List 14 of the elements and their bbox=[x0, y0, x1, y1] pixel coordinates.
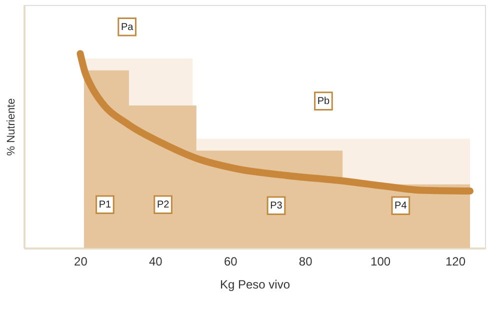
x-tick-label: 100 bbox=[370, 254, 391, 268]
annotation: P4 bbox=[394, 200, 408, 212]
annotation: P3 bbox=[270, 200, 283, 212]
annotation: P1 bbox=[98, 200, 112, 211]
y-axis-title: % Nutriente bbox=[6, 98, 18, 156]
annotation: P2 bbox=[156, 200, 170, 211]
x-tick-label: 80 bbox=[298, 254, 313, 268]
x-tick-label: 120 bbox=[446, 254, 466, 268]
annotation: Pb bbox=[317, 96, 330, 108]
x-axis-title: Kg Peso vivo bbox=[220, 278, 290, 292]
x-tick-label: 60 bbox=[224, 254, 238, 268]
x-tick-label: 20 bbox=[74, 254, 88, 268]
text: Pa bbox=[120, 22, 134, 33]
x-tick-label: 40 bbox=[149, 254, 163, 268]
